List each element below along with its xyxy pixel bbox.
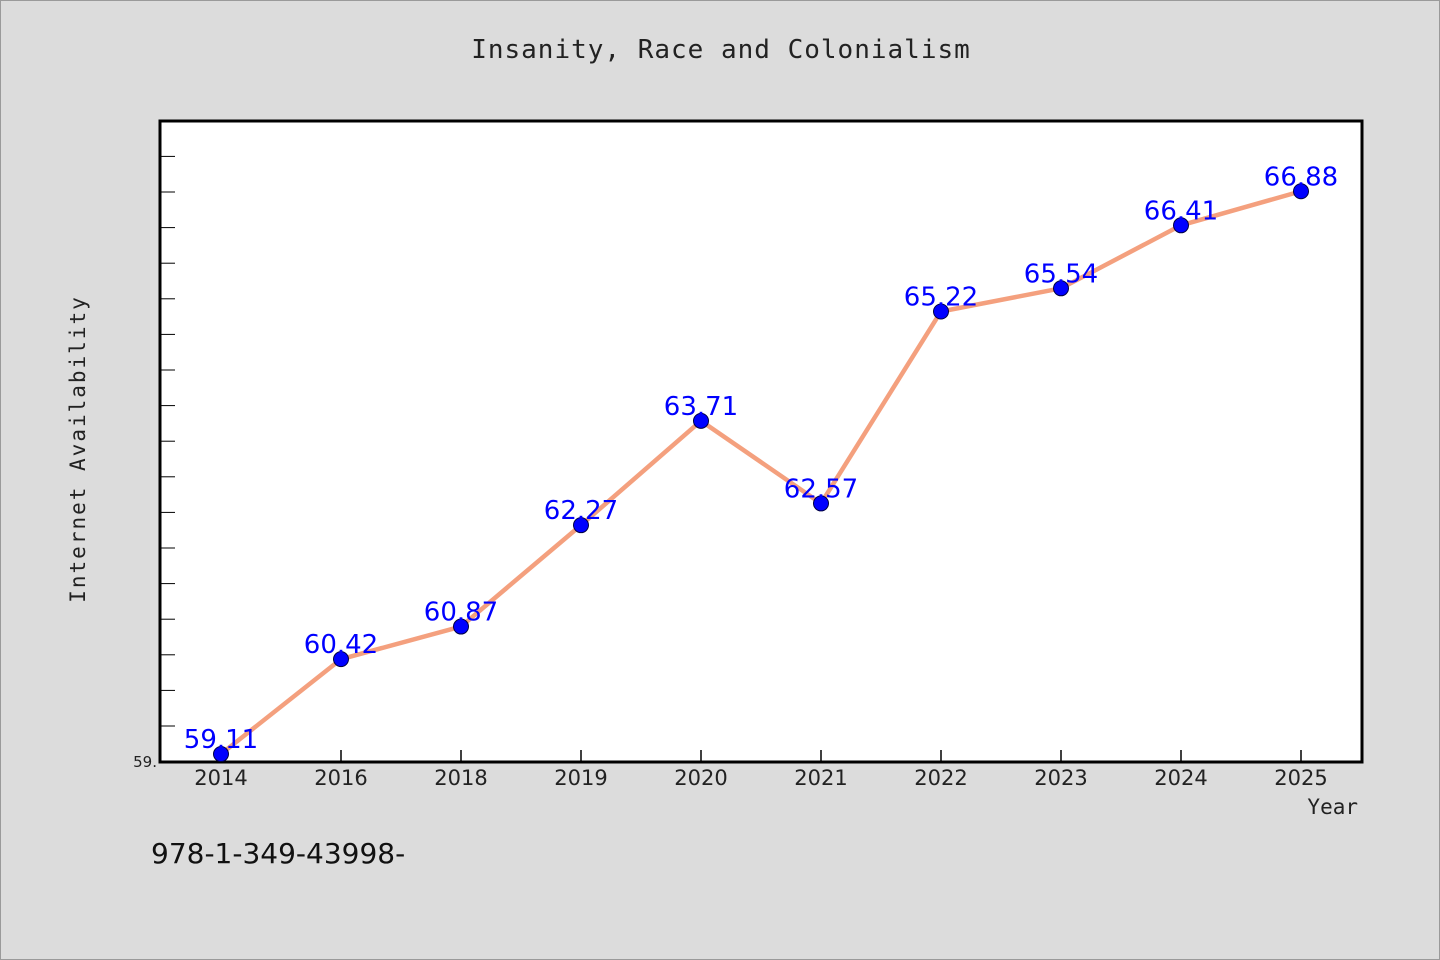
- y-axis-ticks: 59.: [133, 155, 175, 771]
- series-line-group: [219, 189, 1302, 756]
- footer-note: 978-1-349-43998-: [151, 837, 406, 870]
- data-point: [693, 412, 709, 429]
- series-line: [219, 189, 1302, 756]
- data-point: [1053, 280, 1069, 297]
- x-tick-label: 2016: [314, 766, 367, 790]
- data-point: [1293, 183, 1309, 200]
- x-tick-label: 2024: [1154, 766, 1207, 790]
- data-label: 60.42: [304, 630, 378, 660]
- data-label: 63.71: [664, 392, 738, 422]
- data-label: 60.87: [424, 598, 498, 628]
- data-point: [933, 303, 949, 320]
- x-tick-label: 2019: [554, 766, 607, 790]
- chart-title: Insanity, Race and Colonialism: [471, 35, 971, 65]
- data-label: 62.57: [784, 474, 858, 504]
- data-label: 66.41: [1144, 196, 1218, 226]
- data-point: [573, 517, 589, 534]
- data-label: 59.11: [184, 725, 258, 755]
- x-axis-ticks: 2014 2016 2018 2019 2020 2021 2022 2023 2024 2025: [194, 750, 1328, 790]
- x-tick-label: 2022: [914, 766, 967, 790]
- x-tick-label: 2014: [194, 766, 247, 790]
- data-point: [333, 651, 349, 668]
- x-tick-label: 2020: [674, 766, 727, 790]
- x-tick-label: 2025: [1274, 766, 1327, 790]
- data-point: [453, 618, 469, 635]
- data-label: 62.27: [544, 496, 618, 526]
- x-tick-label: 2018: [434, 766, 487, 790]
- data-label: 65.22: [904, 282, 978, 312]
- data-point: [213, 746, 229, 763]
- data-label: 66.88: [1264, 162, 1338, 192]
- x-axis-label: Year: [1307, 795, 1358, 819]
- y-tick-label: 59.: [133, 753, 157, 771]
- data-point: [1173, 217, 1189, 234]
- x-tick-label: 2021: [794, 766, 847, 790]
- data-point: [813, 495, 829, 512]
- data-label: 65.54: [1024, 259, 1098, 289]
- x-tick-label: 2023: [1034, 766, 1087, 790]
- data-label-group: 59.11 60.42 60.87 62.27 63.71 62.57 65.22 65.54…: [184, 162, 1338, 755]
- marker-group: [213, 183, 1309, 763]
